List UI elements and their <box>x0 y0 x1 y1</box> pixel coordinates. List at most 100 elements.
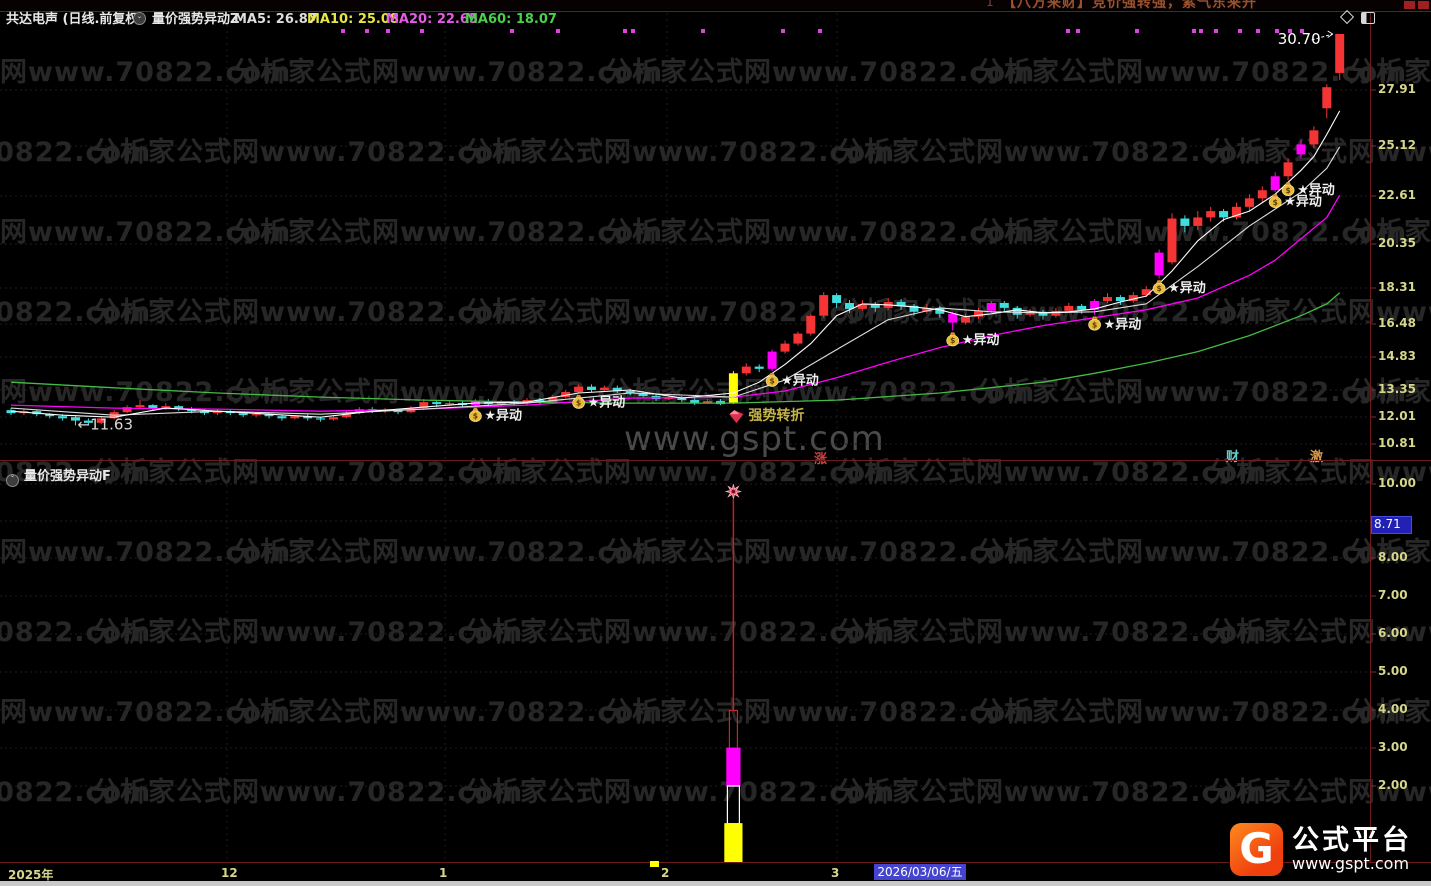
svg-text:$: $ <box>473 412 478 421</box>
watermark-text: 分析家公式网www.70822.com <box>1348 697 1431 728</box>
watermark-text: 分析家公式网www.70822.com <box>232 57 664 88</box>
sub-gridlines <box>0 483 1376 787</box>
indicator-name[interactable]: 量价强势异动Z <box>152 12 240 27</box>
window-bottom-edge <box>0 881 1431 886</box>
svg-text:$: $ <box>1285 186 1290 195</box>
watermark-text: 分析家公式网www.70822.com <box>976 57 1408 88</box>
chevron-down-icon[interactable]: ˇ <box>133 12 146 25</box>
watermark-text: 分析家公式网www.70822.com <box>836 617 1268 648</box>
sub-indicator-name[interactable]: 量价强势异动F <box>24 469 111 484</box>
watermark-text: 分析家公式网www.70822.com <box>464 457 896 488</box>
sub-chart-header: ˇ 量价强势异动F <box>6 465 111 487</box>
ticker-char: 激 <box>1310 450 1324 465</box>
split-window-icon[interactable] <box>1361 12 1375 24</box>
ticker-index: 1 <box>986 0 994 9</box>
yidong-signals: $ ★异动$ ★异动$ ★异动$ ★异动$ ★异动$ ★异动$ ★异动$ ★异动 <box>469 182 1335 424</box>
diamond-icon[interactable] <box>1339 9 1355 25</box>
price-label: 16.48 <box>1378 316 1416 330</box>
watermark-text: 分析家公式网www.70822.com <box>604 57 1036 88</box>
watermark-text: 分析家公式网www.70822.com <box>604 537 1036 568</box>
money-bag-icon: $ <box>1268 194 1282 208</box>
yidong-label: ★异动 <box>588 396 626 411</box>
svg-text:$: $ <box>769 377 774 386</box>
watermark-text: 分析家公式网www.70822.com <box>1208 617 1431 648</box>
watermark-text: 分析家公式网www.70822.com <box>0 137 152 168</box>
watermark-text: 分析家公式网www.70822.com <box>0 297 152 328</box>
turn-signal: 强势转折 <box>729 407 804 424</box>
yidong-label: ★异动 <box>1297 183 1335 198</box>
ticker-char: 涨 <box>814 452 828 467</box>
money-bag-icon: $ <box>765 372 779 387</box>
sub-price-label: 6.00 <box>1378 626 1408 640</box>
sub-price-label: 7.00 <box>1378 588 1408 602</box>
ticker-red-mark-icon <box>1404 1 1415 9</box>
axis-yellow-marker <box>650 861 659 867</box>
watermark-text: 分析家公式网www.70822.com <box>464 617 896 648</box>
watermark-text: 分析家公式网www.70822.com <box>464 137 896 168</box>
price-label: 18.31 <box>1378 280 1416 294</box>
price-label: 22.61 <box>1378 188 1416 202</box>
logo-name: 公式平台 <box>1292 824 1412 856</box>
watermark-text: 分析家公式网www.70822.com <box>1208 297 1431 328</box>
price-label: 27.91 <box>1378 82 1416 96</box>
high-price-marker: 30.70 <box>1278 30 1321 48</box>
time-label: 2 <box>661 866 670 880</box>
watermark-text: 分析家公式网www.70822.com <box>836 777 1268 808</box>
watermark-text: 分析家公式网www.70822.com <box>232 217 664 248</box>
stock-title: 共达电声 (日线.前复权) <box>6 12 145 27</box>
price-label: 25.12 <box>1378 138 1416 152</box>
watermark-text: 分析家公式网www.70822.com <box>976 537 1408 568</box>
sub-price-label: 3.00 <box>1378 740 1408 754</box>
main-chart-header: 共达电声 (日线.前复权) ˇ 量价强势异动Z MA5: 26.87 MA10:… <box>0 9 1431 28</box>
watermark-text: 分析家公式网www.70822.com <box>1208 777 1431 808</box>
sub-price-label: 5.00 <box>1378 664 1408 678</box>
time-label: 12 <box>221 866 238 880</box>
sub-price-label: 2.00 <box>1378 778 1408 792</box>
watermark-text: 分析家公式网www.70822.com <box>232 537 664 568</box>
watermark-text: 分析家公式网www.70822.com <box>1348 377 1431 408</box>
watermark-text: 分析家公式网www.70822.com <box>92 297 524 328</box>
svg-text:$: $ <box>576 399 581 408</box>
yidong-label: ★异动 <box>962 333 1000 348</box>
gspt-logo[interactable]: G 公式平台 www.gspt.com <box>1230 823 1412 876</box>
signal-dots-row <box>341 29 1304 33</box>
candles-layer <box>6 34 1345 426</box>
date-badge: 2026/03/06/五 <box>874 864 966 880</box>
svg-text:$: $ <box>1092 320 1097 329</box>
sub-signal <box>724 484 743 863</box>
watermark-text: 分析家公式网www.70822.com <box>0 377 292 408</box>
watermark-text: 分析家公式网www.70822.com <box>0 57 292 88</box>
ma20-value: MA20: 22.65 <box>386 12 478 27</box>
chevron-down-icon[interactable]: ˇ <box>6 474 19 487</box>
panel-divider-line[interactable] <box>0 460 1431 461</box>
ticker-char: 财 <box>1226 450 1240 465</box>
money-bag-icon: $ <box>572 394 585 409</box>
watermark-text: 分析家公式网www.70822.com <box>1208 457 1431 488</box>
watermark-text: 分析家公式网www.70822.com <box>0 457 152 488</box>
main-gridlines <box>0 13 1376 861</box>
ma5-value: MA5: 26.87 <box>234 12 317 27</box>
money-bag-icon: $ <box>1152 280 1166 295</box>
watermark-text: 分析家公式网www.70822.com <box>0 777 152 808</box>
price-label: 10.81 <box>1378 436 1416 450</box>
ma10-value: MA10: 25.08 <box>307 12 399 27</box>
money-bag-icon: $ <box>469 407 482 422</box>
sub-price-label: 8.00 <box>1378 550 1408 564</box>
watermark-text: 分析家公式网www.70822.com <box>232 697 664 728</box>
money-bag-icon: $ <box>1088 316 1101 331</box>
logo-url: www.gspt.com <box>1292 853 1410 873</box>
watermark-text: 分析家公式网www.70822.com <box>464 777 896 808</box>
ma-line-MA10 <box>10 146 1341 416</box>
ticker-red-mark-icon <box>1418 1 1429 9</box>
frame-line-top <box>0 11 1431 12</box>
watermark-text: 分析家公式网www.70822.com <box>836 137 1268 168</box>
yidong-label: ★异动 <box>1104 317 1142 332</box>
yidong-label: ★异动 <box>781 374 819 389</box>
watermark-text: 分析家公式网www.70822.com <box>604 697 1036 728</box>
watermark-text: 分析家公式网www.70822.com <box>0 697 292 728</box>
price-label: 13.35 <box>1378 382 1416 396</box>
time-label: 3 <box>831 866 840 880</box>
price-label: 12.01 <box>1378 409 1416 423</box>
